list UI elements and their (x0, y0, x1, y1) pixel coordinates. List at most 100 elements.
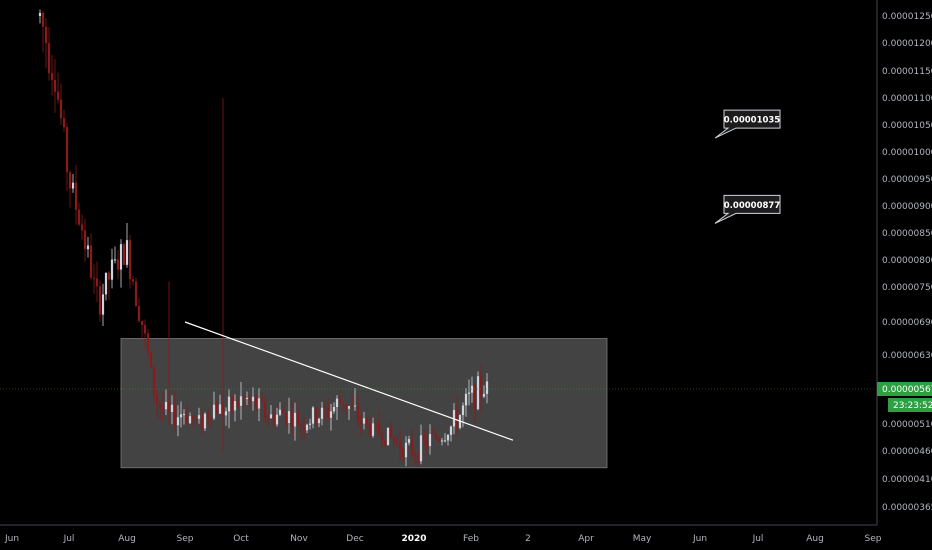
candle-body (158, 404, 162, 408)
candle-body (479, 376, 483, 397)
price-tick-label: 0.00000365 (882, 503, 932, 513)
candle-body (182, 414, 186, 416)
candle-body (221, 404, 225, 416)
candle-body (233, 401, 237, 411)
price-axis[interactable]: 0.00001250 0.00001200 0.00001150 0.00001100… (882, 12, 932, 513)
candle-body (167, 401, 171, 413)
candle-body (143, 324, 147, 334)
candle-body (179, 414, 183, 418)
candle-body (344, 404, 348, 409)
candle-body (338, 398, 342, 403)
time-tick-label: 2020 (401, 534, 426, 544)
candle-body (53, 79, 57, 92)
candle-body (83, 230, 87, 250)
price-tick-label: 0.00001050 (882, 121, 932, 131)
candle-body (350, 406, 354, 408)
candle-body (122, 244, 126, 265)
time-tick-label: Jul (63, 534, 75, 544)
candle-body (278, 409, 282, 415)
candle-body (110, 259, 114, 280)
countdown-badge: 23:23:52 (888, 398, 932, 412)
candle-body (176, 417, 180, 426)
candle-body (464, 393, 468, 406)
candle-body (290, 411, 294, 427)
price-callout[interactable]: 0.00000877 (714, 194, 781, 224)
candle-body (434, 434, 438, 439)
time-tick-label: Jun (692, 534, 707, 544)
candle-body (365, 418, 369, 424)
candle-body (212, 404, 216, 419)
candle-body (275, 414, 279, 425)
price-tick-label: 0.00001200 (882, 39, 932, 49)
price-tick-label: 0.00000950 (882, 175, 932, 185)
candle-body (248, 398, 252, 402)
price-tick-label: 0.00001000 (882, 148, 932, 158)
candle-body (311, 407, 315, 424)
candle-body (89, 245, 93, 278)
candle-body (125, 240, 129, 265)
candle-body (47, 43, 51, 74)
candle-body (68, 172, 72, 189)
candle-body (170, 404, 174, 413)
candle-body (74, 182, 78, 210)
candle-body (467, 392, 471, 394)
candle-body (287, 411, 291, 423)
candle-body (266, 417, 270, 419)
candle-body (254, 396, 258, 409)
last-price-badge-bg (877, 382, 932, 396)
candle-body (305, 424, 309, 431)
candle-body (227, 396, 231, 412)
candle-body (485, 381, 489, 394)
candle-body (92, 277, 96, 279)
candle-body (140, 320, 144, 325)
candle-body (419, 435, 423, 462)
candle-body (482, 393, 486, 397)
time-tick-label: Nov (290, 534, 308, 544)
time-tick-label: Aug (118, 534, 136, 544)
time-tick-label: Sep (865, 534, 882, 544)
candle-body (386, 427, 390, 446)
candle-body (470, 385, 474, 393)
candle-body (383, 440, 387, 446)
candle-body (269, 414, 273, 419)
time-tick-label: Jun (4, 534, 19, 544)
candle-body (197, 415, 201, 419)
candle-body (422, 435, 426, 441)
candle-body (368, 423, 372, 436)
candle-body (416, 455, 420, 462)
price-tick-label: 0.00000690 (882, 318, 932, 328)
candle-body (317, 418, 321, 424)
candle-body (431, 434, 435, 436)
candle-body (335, 398, 339, 408)
range-box[interactable] (120, 338, 608, 469)
price-tick-label: 0.00001250 (882, 12, 932, 22)
candle-body (413, 454, 417, 456)
candle-body (242, 396, 246, 399)
candle-body (146, 333, 150, 353)
time-tick-label: Dec (346, 534, 363, 544)
candle-body (392, 437, 396, 442)
trendline[interactable] (184, 321, 514, 441)
candle-body (347, 406, 351, 409)
price-tick-label: 0.00000900 (882, 202, 932, 212)
candle-body (323, 407, 327, 409)
time-tick-label: Sep (177, 534, 194, 544)
candle-body (452, 410, 456, 427)
candle-body (155, 394, 159, 405)
candle-body (80, 224, 84, 231)
candle-body (134, 281, 138, 307)
candle-body (152, 367, 156, 395)
candle-body (314, 407, 318, 424)
candle-body (320, 407, 324, 419)
price-callout[interactable]: 0.00001035 (714, 109, 781, 139)
candle-body (476, 376, 480, 410)
candle-body (299, 425, 303, 427)
callout-bubble (714, 109, 781, 139)
time-tick-label: Jul (752, 534, 764, 544)
candle-body (224, 411, 228, 416)
candle-body (440, 440, 444, 442)
time-axis[interactable]: Jun Jul Aug Sep Oct Nov Dec 2020 Feb 2 Apr May Jun Ju… (4, 534, 882, 544)
candle-body (395, 441, 399, 443)
candle-body (173, 404, 177, 426)
